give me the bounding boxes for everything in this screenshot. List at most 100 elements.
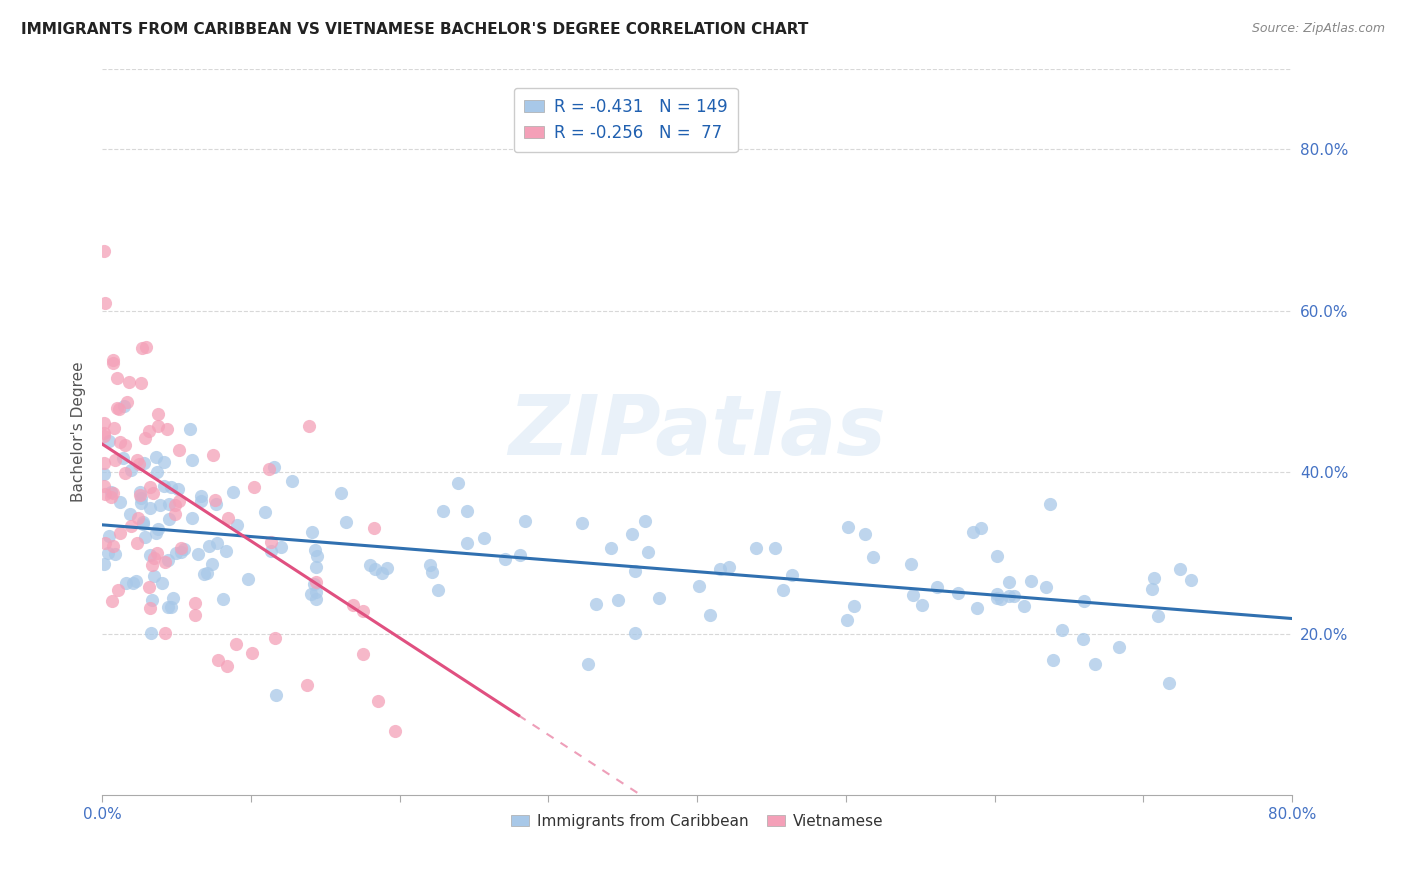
Point bbox=[103, 421, 125, 435]
Point bbox=[243, 480, 266, 494]
Point bbox=[101, 539, 124, 553]
Point bbox=[607, 592, 630, 607]
Point bbox=[513, 514, 536, 528]
Point bbox=[94, 296, 117, 310]
Point bbox=[157, 599, 180, 614]
Point bbox=[93, 467, 115, 482]
Point bbox=[862, 550, 884, 565]
Point bbox=[120, 519, 142, 533]
Text: Source: ZipAtlas.com: Source: ZipAtlas.com bbox=[1251, 22, 1385, 36]
Point bbox=[648, 591, 671, 606]
Point bbox=[127, 511, 149, 525]
Point bbox=[576, 657, 599, 671]
Point bbox=[181, 511, 204, 525]
Point bbox=[375, 561, 398, 575]
Point bbox=[153, 478, 176, 492]
Point bbox=[263, 460, 285, 475]
Point bbox=[966, 601, 988, 615]
Point bbox=[142, 569, 165, 583]
Point bbox=[1071, 632, 1094, 646]
Point bbox=[129, 491, 152, 505]
Point bbox=[153, 555, 176, 569]
Point bbox=[118, 375, 141, 389]
Point bbox=[184, 597, 207, 611]
Point bbox=[335, 515, 357, 529]
Point bbox=[260, 535, 283, 549]
Point bbox=[236, 572, 259, 586]
Point bbox=[94, 536, 117, 550]
Point bbox=[299, 587, 322, 601]
Point bbox=[634, 514, 657, 528]
Point bbox=[141, 558, 163, 572]
Point bbox=[179, 422, 201, 436]
Point bbox=[222, 484, 245, 499]
Point bbox=[131, 341, 153, 355]
Point bbox=[342, 598, 364, 612]
Point bbox=[986, 591, 1008, 605]
Point bbox=[842, 599, 865, 614]
Point bbox=[585, 597, 607, 611]
Point bbox=[970, 521, 993, 535]
Point bbox=[108, 494, 131, 508]
Point bbox=[1108, 640, 1130, 654]
Point bbox=[101, 485, 124, 500]
Point bbox=[135, 340, 157, 354]
Point bbox=[780, 568, 803, 582]
Point bbox=[104, 547, 127, 561]
Point bbox=[1140, 582, 1163, 596]
Point bbox=[146, 465, 169, 479]
Point bbox=[986, 587, 1008, 601]
Point bbox=[138, 480, 160, 494]
Point bbox=[911, 598, 934, 612]
Point bbox=[112, 399, 135, 413]
Point bbox=[217, 658, 239, 673]
Point bbox=[304, 542, 326, 557]
Point bbox=[187, 547, 209, 561]
Point bbox=[763, 541, 786, 555]
Point bbox=[146, 419, 169, 434]
Point bbox=[257, 461, 280, 475]
Text: IMMIGRANTS FROM CARIBBEAN VS VIETNAMESE BACHELOR'S DEGREE CORRELATION CHART: IMMIGRANTS FROM CARIBBEAN VS VIETNAMESE … bbox=[21, 22, 808, 37]
Point bbox=[1052, 623, 1074, 637]
Point bbox=[157, 511, 180, 525]
Point bbox=[156, 422, 179, 436]
Point bbox=[509, 549, 531, 563]
Point bbox=[305, 585, 328, 599]
Point bbox=[1002, 589, 1025, 603]
Point bbox=[138, 424, 160, 438]
Point bbox=[1168, 561, 1191, 575]
Point bbox=[240, 646, 263, 660]
Point bbox=[946, 585, 969, 599]
Point bbox=[107, 401, 129, 416]
Point bbox=[1084, 657, 1107, 671]
Point bbox=[363, 521, 385, 535]
Point bbox=[304, 559, 326, 574]
Point bbox=[263, 631, 285, 645]
Point bbox=[853, 526, 876, 541]
Point bbox=[100, 491, 122, 505]
Point bbox=[149, 498, 172, 512]
Point bbox=[900, 557, 922, 571]
Point bbox=[121, 575, 143, 590]
Point bbox=[1159, 676, 1181, 690]
Point bbox=[571, 516, 593, 531]
Point bbox=[990, 592, 1012, 607]
Point bbox=[623, 564, 645, 578]
Point bbox=[253, 505, 276, 519]
Point bbox=[93, 487, 115, 501]
Point bbox=[146, 407, 169, 421]
Point bbox=[305, 575, 328, 590]
Point bbox=[93, 425, 115, 440]
Y-axis label: Bachelor's Degree: Bachelor's Degree bbox=[72, 361, 86, 502]
Point bbox=[352, 647, 374, 661]
Point bbox=[93, 479, 115, 493]
Point bbox=[745, 541, 768, 555]
Point bbox=[201, 448, 224, 462]
Point bbox=[128, 485, 150, 500]
Point bbox=[193, 567, 215, 582]
Point bbox=[103, 356, 125, 370]
Point bbox=[128, 457, 150, 471]
Point bbox=[195, 566, 218, 580]
Point bbox=[432, 503, 454, 517]
Point bbox=[204, 492, 226, 507]
